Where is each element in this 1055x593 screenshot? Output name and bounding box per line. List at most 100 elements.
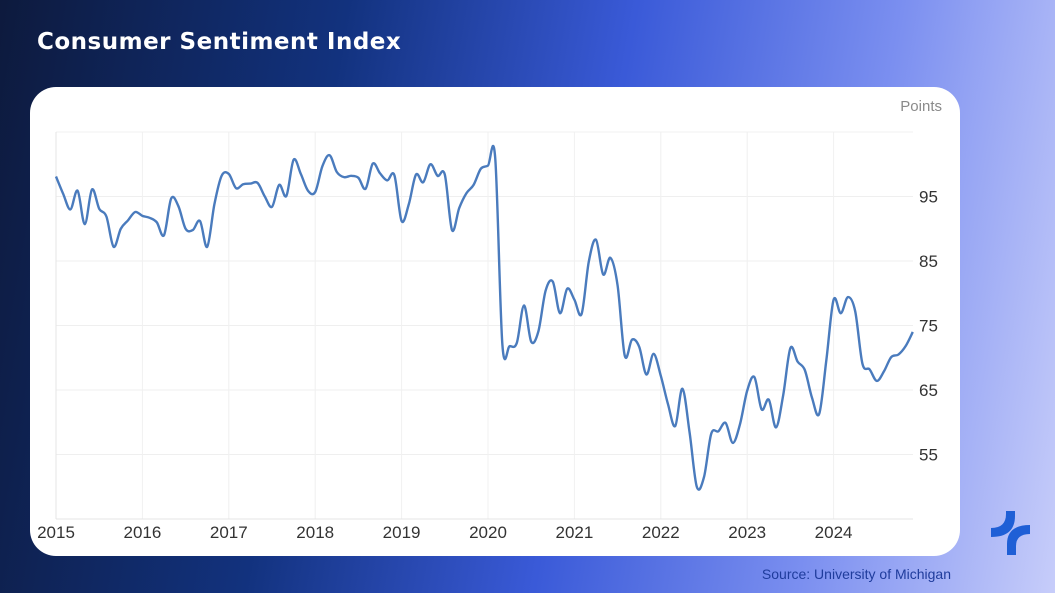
data-point[interactable] bbox=[269, 204, 275, 210]
data-point[interactable] bbox=[82, 221, 88, 227]
data-point[interactable] bbox=[586, 259, 592, 265]
data-point[interactable] bbox=[485, 163, 491, 169]
data-point[interactable] bbox=[89, 186, 95, 192]
data-point[interactable] bbox=[147, 215, 153, 221]
data-point[interactable] bbox=[183, 226, 189, 232]
data-point[interactable] bbox=[723, 420, 729, 426]
data-point[interactable] bbox=[903, 343, 909, 349]
data-point[interactable] bbox=[535, 328, 541, 334]
data-point[interactable] bbox=[643, 372, 649, 378]
data-point[interactable] bbox=[175, 203, 181, 209]
data-point[interactable] bbox=[622, 353, 628, 359]
data-point[interactable] bbox=[471, 182, 477, 188]
data-point[interactable] bbox=[377, 170, 383, 176]
data-point[interactable] bbox=[283, 193, 289, 199]
data-point[interactable] bbox=[651, 351, 657, 357]
data-point[interactable] bbox=[708, 431, 714, 437]
data-point[interactable] bbox=[751, 374, 757, 380]
data-point[interactable] bbox=[665, 401, 671, 407]
data-point[interactable] bbox=[211, 201, 217, 207]
data-point[interactable] bbox=[507, 343, 513, 349]
data-point[interactable] bbox=[60, 191, 66, 197]
data-point[interactable] bbox=[694, 484, 700, 490]
data-point[interactable] bbox=[427, 161, 433, 167]
data-point[interactable] bbox=[96, 206, 102, 212]
data-point[interactable] bbox=[132, 209, 138, 215]
data-point[interactable] bbox=[845, 294, 851, 300]
data-point[interactable] bbox=[276, 182, 282, 188]
data-point[interactable] bbox=[125, 217, 131, 223]
data-point[interactable] bbox=[744, 388, 750, 394]
data-point[interactable] bbox=[658, 373, 664, 379]
data-point[interactable] bbox=[204, 244, 210, 250]
data-point[interactable] bbox=[809, 395, 815, 401]
data-point[interactable] bbox=[118, 226, 124, 232]
data-point[interactable] bbox=[298, 171, 304, 177]
data-point[interactable] bbox=[564, 286, 570, 292]
data-point[interactable] bbox=[413, 172, 419, 178]
data-point[interactable] bbox=[75, 188, 81, 194]
data-point[interactable] bbox=[499, 342, 505, 348]
data-point[interactable] bbox=[53, 174, 59, 180]
data-point[interactable] bbox=[550, 279, 556, 285]
data-point[interactable] bbox=[831, 297, 837, 303]
data-point[interactable] bbox=[787, 345, 793, 351]
data-point[interactable] bbox=[197, 218, 203, 224]
data-point[interactable] bbox=[888, 354, 894, 360]
data-point[interactable] bbox=[190, 227, 196, 233]
data-point[interactable] bbox=[838, 310, 844, 316]
data-point[interactable] bbox=[456, 205, 462, 211]
data-point[interactable] bbox=[759, 406, 765, 412]
data-point[interactable] bbox=[363, 186, 369, 192]
data-point[interactable] bbox=[492, 155, 498, 161]
data-point[interactable] bbox=[161, 232, 167, 238]
data-point[interactable] bbox=[874, 378, 880, 384]
data-point[interactable] bbox=[240, 181, 246, 187]
data-point[interactable] bbox=[895, 352, 901, 358]
data-point[interactable] bbox=[852, 308, 858, 314]
data-point[interactable] bbox=[312, 189, 318, 195]
data-point[interactable] bbox=[629, 337, 635, 343]
data-point[interactable] bbox=[111, 244, 117, 250]
data-point[interactable] bbox=[593, 237, 599, 243]
data-point[interactable] bbox=[219, 173, 225, 179]
data-point[interactable] bbox=[528, 339, 534, 345]
data-point[interactable] bbox=[449, 227, 455, 233]
data-point[interactable] bbox=[327, 152, 333, 158]
data-point[interactable] bbox=[420, 179, 426, 185]
data-point[interactable] bbox=[600, 272, 606, 278]
data-point[interactable] bbox=[463, 190, 469, 196]
data-point[interactable] bbox=[291, 157, 297, 163]
data-point[interactable] bbox=[348, 173, 354, 179]
data-point[interactable] bbox=[521, 303, 527, 309]
data-point[interactable] bbox=[226, 171, 232, 177]
data-point[interactable] bbox=[773, 424, 779, 430]
data-point[interactable] bbox=[679, 386, 685, 392]
data-point[interactable] bbox=[766, 397, 772, 403]
data-point[interactable] bbox=[384, 177, 390, 183]
data-point[interactable] bbox=[262, 194, 268, 200]
data-point[interactable] bbox=[168, 195, 174, 201]
data-point[interactable] bbox=[543, 288, 549, 294]
data-point[interactable] bbox=[737, 421, 743, 427]
data-point[interactable] bbox=[571, 297, 577, 303]
data-point[interactable] bbox=[154, 219, 160, 225]
data-point[interactable] bbox=[255, 180, 261, 186]
data-point[interactable] bbox=[715, 428, 721, 434]
data-point[interactable] bbox=[867, 366, 873, 372]
data-point[interactable] bbox=[355, 175, 361, 181]
data-point[interactable] bbox=[399, 218, 405, 224]
data-point[interactable] bbox=[881, 368, 887, 374]
data-point[interactable] bbox=[370, 161, 376, 167]
data-point[interactable] bbox=[442, 172, 448, 178]
data-point[interactable] bbox=[67, 206, 73, 212]
data-point[interactable] bbox=[795, 359, 801, 365]
data-point[interactable] bbox=[557, 310, 563, 316]
data-point[interactable] bbox=[910, 329, 916, 335]
data-point[interactable] bbox=[478, 166, 484, 172]
data-point[interactable] bbox=[859, 361, 865, 367]
data-point[interactable] bbox=[607, 255, 613, 261]
data-point[interactable] bbox=[615, 283, 621, 289]
data-point[interactable] bbox=[319, 163, 325, 169]
data-point[interactable] bbox=[672, 423, 678, 429]
